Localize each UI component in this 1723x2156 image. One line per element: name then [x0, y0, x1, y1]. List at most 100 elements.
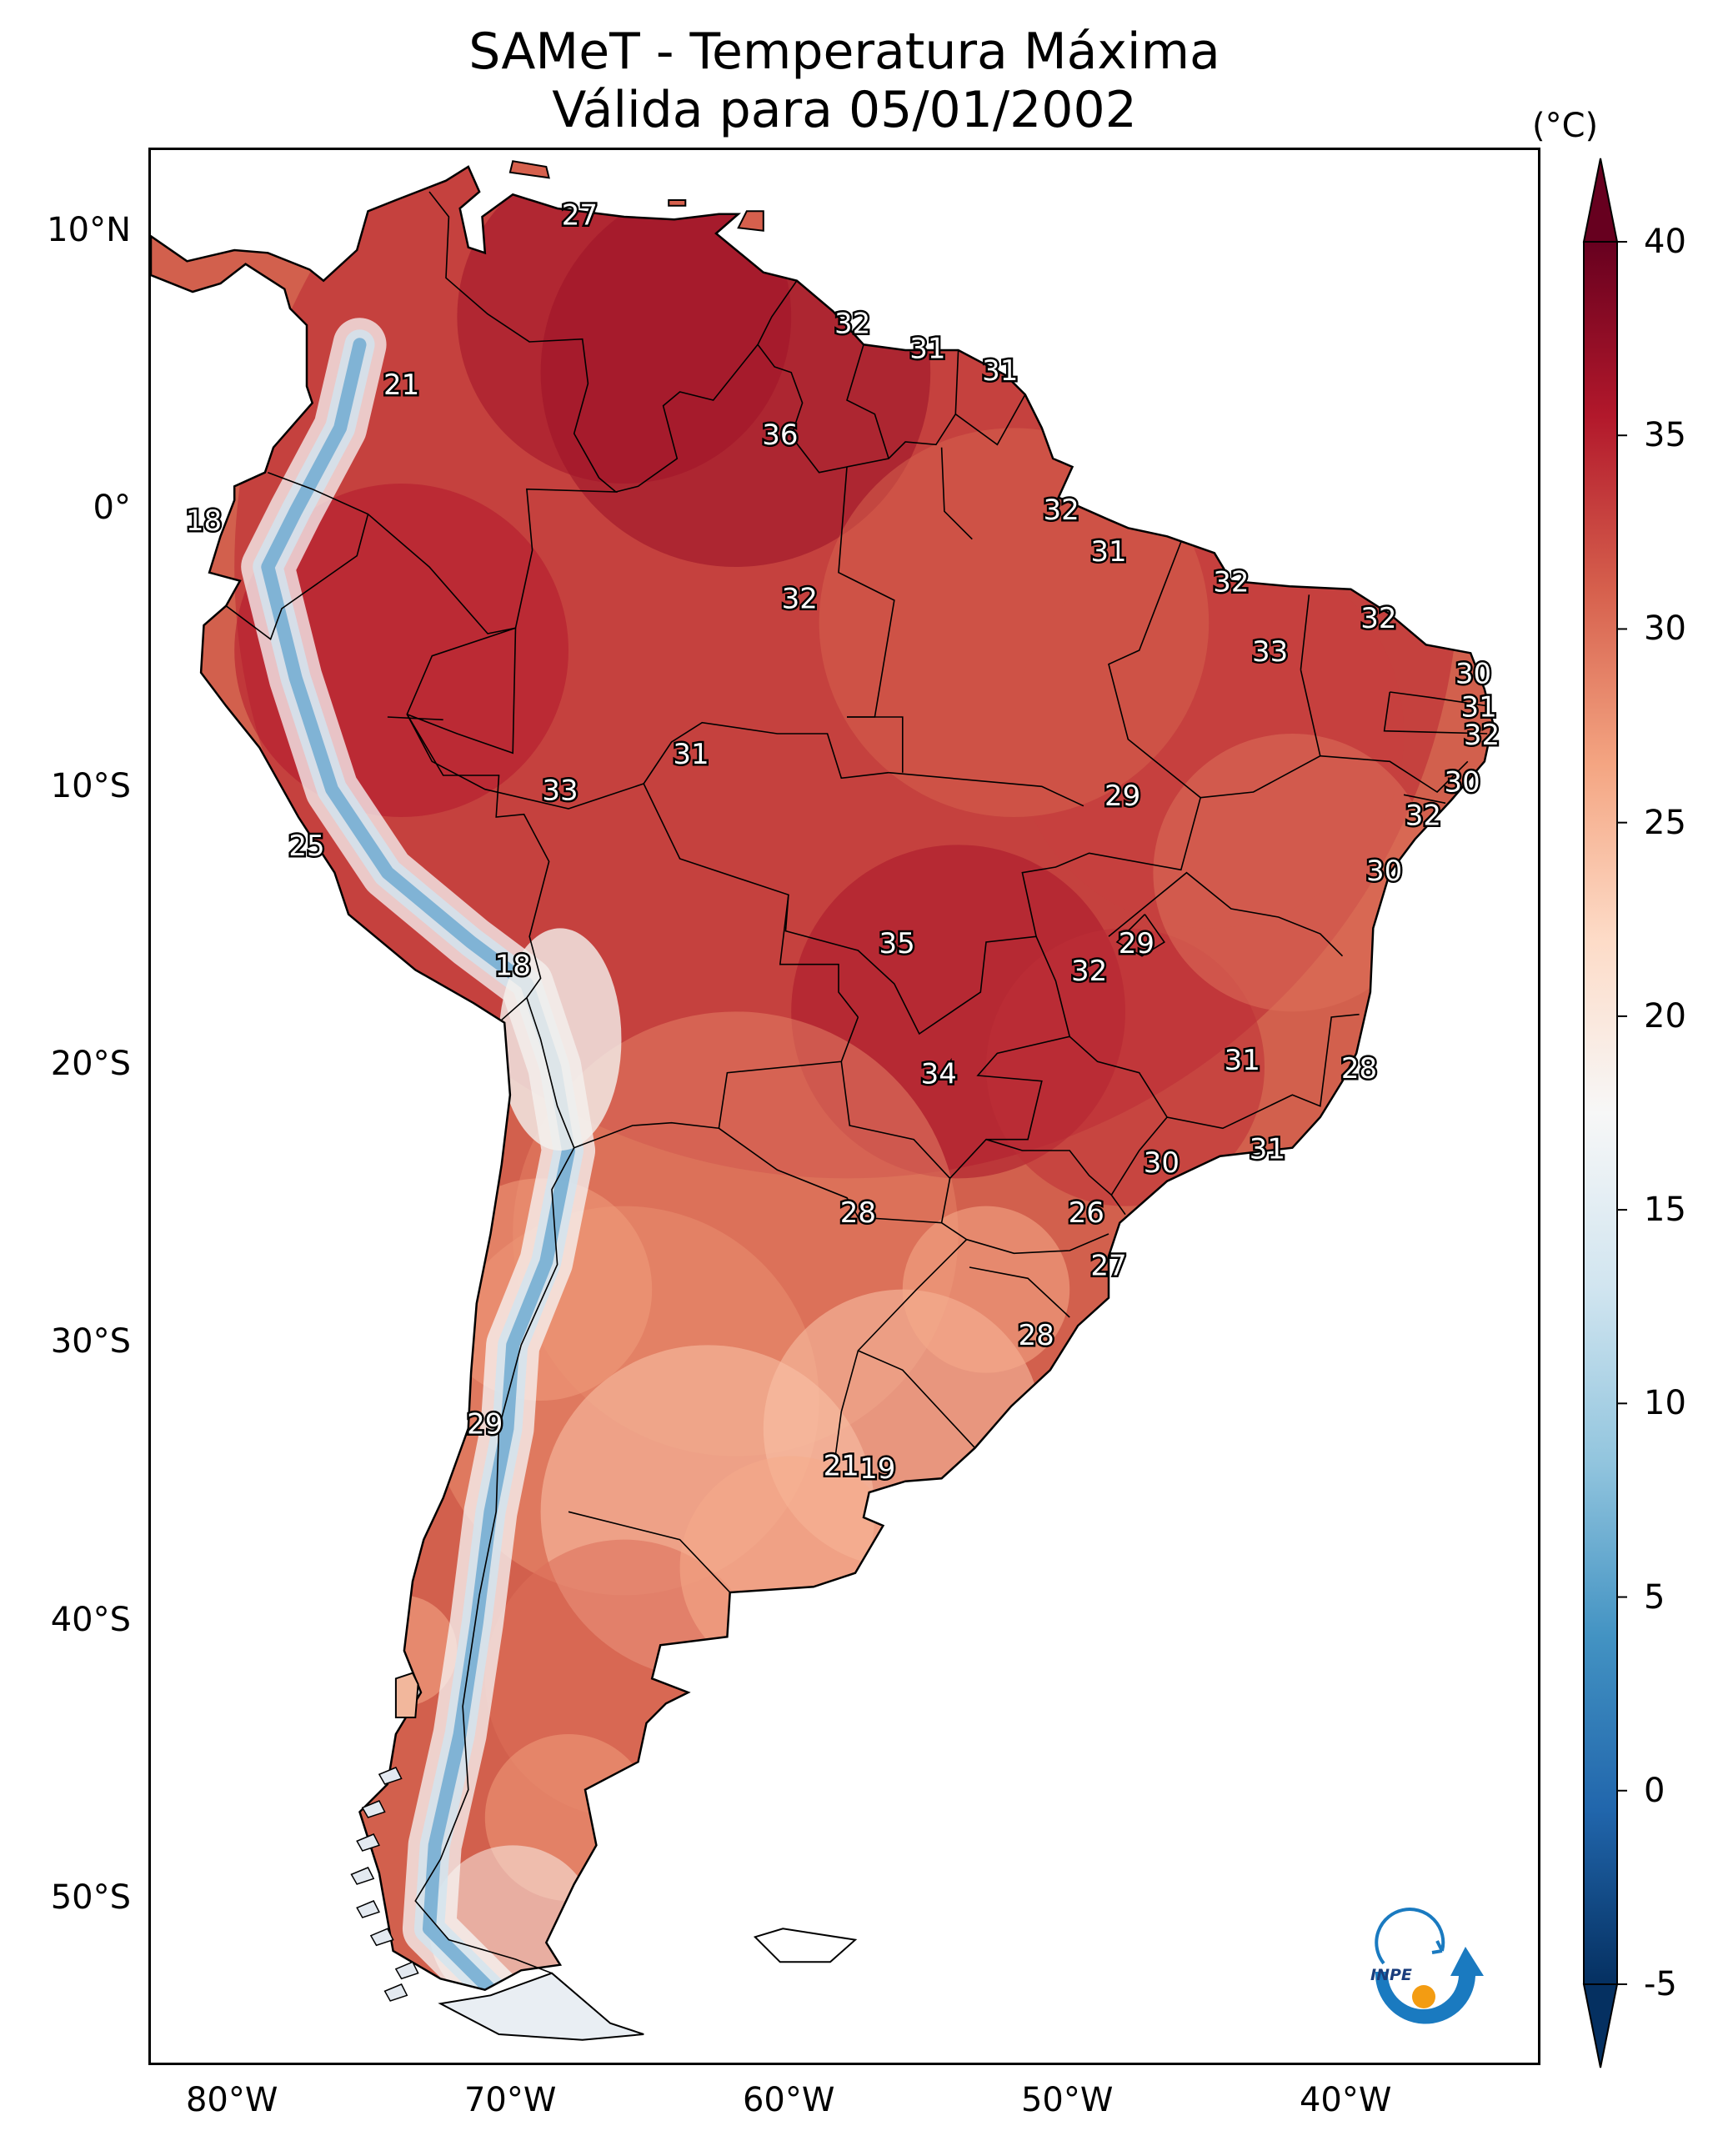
temperature-value-label: 25 — [288, 830, 324, 863]
latitude-tick-label: 50°S — [50, 1878, 131, 1917]
fjord-island — [369, 1928, 394, 1947]
border-line — [414, 1147, 575, 1974]
fjord-island — [356, 1833, 380, 1852]
tierra-del-fuego — [438, 1972, 644, 2041]
logo-text: INPE — [1370, 1966, 1412, 1984]
border-line — [1200, 669, 1321, 799]
colorbar — [1582, 158, 1627, 2068]
altiplano-cold-region — [498, 928, 622, 1151]
border-line — [969, 1266, 1070, 1318]
temperature-value-label: 32 — [1044, 494, 1079, 527]
border-line — [1108, 871, 1344, 957]
margarita-island — [668, 199, 687, 207]
border-line — [428, 191, 600, 479]
colorbar-tick-label: 0 — [1644, 1771, 1665, 1810]
temperature-value-label: 28 — [1341, 1052, 1377, 1086]
temperature-value-label: 31 — [1461, 691, 1497, 725]
temperature-value-label: 31 — [1225, 1044, 1260, 1077]
falkland-islands — [753, 1928, 858, 1963]
colorbar-tick-label: 30 — [1644, 609, 1686, 649]
colorbar-unit: (°C) — [1532, 107, 1599, 145]
chart-subtitle: Válida para 05/01/2002 — [552, 81, 1137, 139]
temperature-value-label: 27 — [1090, 1250, 1126, 1283]
border-line — [940, 447, 973, 540]
temperature-value-label: 33 — [1252, 635, 1288, 669]
border-line — [889, 771, 1084, 807]
latitude-tick-label: 0° — [93, 489, 131, 528]
border-line — [268, 471, 619, 634]
chart-title: SAMeT - Temperatura Máxima — [468, 23, 1220, 81]
border-line — [949, 935, 1071, 1179]
inpe-logo: INPE — [1370, 1908, 1484, 2024]
longitude-tick-label: 50°W — [1020, 2081, 1114, 2119]
border-line — [407, 628, 517, 755]
temperature-value-label: 29 — [467, 1408, 503, 1442]
border-line — [406, 714, 859, 1018]
border-line — [846, 344, 889, 459]
longitude-tick-label: 80°W — [185, 2081, 278, 2119]
temperature-zone — [1153, 734, 1432, 1012]
temperature-value-label: 32 — [1405, 800, 1441, 833]
colorbar-tick-label: -5 — [1644, 1965, 1677, 2003]
temperature-value-label: 32 — [834, 308, 870, 341]
temperature-zone — [679, 1456, 903, 1679]
temperature-value-label: 32 — [782, 583, 818, 616]
temperature-value-label: 33 — [542, 775, 578, 808]
colorbar-tick-label: 10 — [1644, 1384, 1686, 1423]
border-line — [406, 627, 550, 1020]
border-line — [985, 1138, 1112, 1196]
temperature-value-label: 31 — [1090, 535, 1126, 569]
aruba-curacao — [508, 160, 550, 179]
temperature-value-label: 36 — [762, 419, 798, 452]
temperature-value-label: 27 — [562, 199, 598, 233]
latitude-tick-label: 40°S — [50, 1600, 131, 1639]
country-borders — [225, 191, 1488, 1974]
colorbar-tick-label: 25 — [1644, 803, 1686, 842]
temperature-value-label: 32 — [1360, 602, 1396, 635]
border-line — [1320, 755, 1469, 794]
border-line — [225, 514, 369, 640]
map-frame: 27 32 31 31 21 36 32 18 31 32 32 32 33 30 31 32 31 33 29 30… — [148, 148, 1540, 2065]
border-line — [1383, 691, 1488, 735]
temperature-value-label: 31 — [909, 333, 945, 366]
border-line — [954, 394, 1026, 446]
border-line — [1300, 594, 1310, 670]
temperature-value-label: 31 — [982, 354, 1018, 388]
fjord-island — [361, 1800, 386, 1818]
temperature-value-label: 32 — [1213, 566, 1249, 599]
latitude-tick-label: 10°N — [47, 211, 131, 249]
latitude-tick-label: 10°S — [50, 766, 131, 805]
colorbar-tick-label: 15 — [1644, 1191, 1686, 1230]
border-line — [838, 466, 895, 718]
longitude-tick-label: 70°W — [463, 2081, 557, 2119]
latitude-tick-label: 30°S — [50, 1322, 131, 1361]
temperature-value-label: 18 — [186, 504, 222, 538]
temperature-zone — [902, 1206, 1070, 1373]
temperature-value-label: 30 — [1445, 766, 1480, 800]
temperature-value-label: 26 — [1069, 1196, 1104, 1230]
temperature-value-label: 32 — [1464, 719, 1500, 752]
temperature-zone — [457, 167, 792, 484]
temperature-value-label: 28 — [840, 1196, 876, 1230]
temperature-value-label: 35 — [879, 927, 914, 960]
border-line — [1115, 914, 1165, 957]
border-line — [1069, 1013, 1360, 1130]
temperature-value-label: 28 — [1018, 1319, 1054, 1352]
colorbar-tick-label: 20 — [1644, 996, 1686, 1035]
border-line — [615, 343, 759, 493]
border-line — [757, 280, 959, 474]
fjord-island — [350, 1867, 375, 1885]
border-line — [784, 541, 1202, 1035]
latitude-tick-label: 20°S — [50, 1045, 131, 1083]
temperature-value-label: 21 — [824, 1450, 859, 1483]
colorbar-tick-label: 40 — [1644, 223, 1686, 261]
temperature-value-label: 31 — [1250, 1133, 1285, 1166]
fjord-island — [378, 1767, 403, 1785]
islands — [350, 160, 858, 2041]
temperature-value-label: 21 — [383, 369, 419, 402]
coastline — [151, 165, 1495, 1992]
longitude-tick-label: 60°W — [742, 2081, 835, 2119]
border-line — [1403, 794, 1446, 805]
